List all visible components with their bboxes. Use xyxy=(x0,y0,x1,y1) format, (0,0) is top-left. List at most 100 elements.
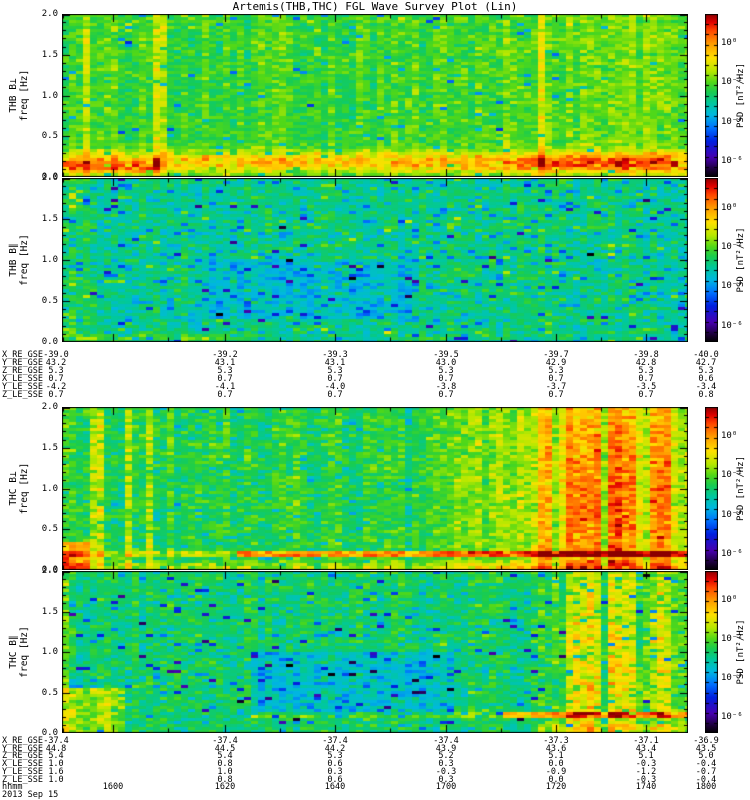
time-tick-label: 1740 xyxy=(635,782,657,793)
ephemeris-bottom-value: -37.4 xyxy=(43,736,69,746)
y-tick-label: 1.5 xyxy=(41,49,58,60)
ephemeris-top-value: 0.7 xyxy=(638,389,654,400)
time-axis-label: hhmm xyxy=(2,782,23,793)
time-tick-label: 1620 xyxy=(214,782,236,793)
ephemeris-top-value: 43.1 xyxy=(214,357,236,368)
ephemeris-bottom-value: 1.0 xyxy=(48,774,64,785)
ephemeris-bottom-value: 5.4 xyxy=(217,751,233,762)
ephemeris-top-value: 0.7 xyxy=(48,373,64,384)
colorbar-tick-label: 10⁻⁶ xyxy=(721,711,743,722)
y-tick-label: 2.0 xyxy=(41,9,58,19)
panel-units: freq [Hz] xyxy=(19,462,30,515)
colorbar-tick-label: 10⁻² xyxy=(721,634,743,645)
ephemeris-bottom-value: 5.0 xyxy=(698,751,714,762)
time-tick-label: 1800 xyxy=(695,782,717,793)
ephemeris-top-value: -39.7 xyxy=(543,350,569,360)
ephemeris-top-value: 0.7 xyxy=(217,373,233,384)
ephemeris-top-value: -40.0 xyxy=(693,350,719,360)
ephemeris-top-value: 0.7 xyxy=(548,389,564,400)
ephemeris-top-value: 0.7 xyxy=(327,373,343,384)
ephemeris-bottom-value: 43.5 xyxy=(695,743,717,754)
ephemeris-bottom-value: 43.4 xyxy=(635,743,657,754)
ephemeris-top-value: 0.7 xyxy=(548,373,564,384)
colorbar-tick-label: 10⁰ xyxy=(721,38,738,49)
plot-title: Artemis(THB,THC) FGL Wave Survey Plot (L… xyxy=(232,0,518,13)
ephemeris-bottom-value: 0.8 xyxy=(217,774,233,785)
ephemeris-bottom-value: -37.1 xyxy=(633,736,659,746)
y-tick-label: 1.0 xyxy=(41,255,58,265)
ephemeris-top-value: 43.0 xyxy=(435,357,457,368)
ephemeris-top-value: 43.1 xyxy=(324,357,346,368)
ephemeris-bottom-value: 0.3 xyxy=(438,759,454,770)
ephemeris-bottom-value: 5.3 xyxy=(327,751,343,762)
ephemeris-bottom-row-label: Z_LE_SSE xyxy=(2,774,43,785)
y-tick-label: 0.0 xyxy=(41,565,58,575)
ephemeris-top-value: 0.7 xyxy=(217,389,233,400)
ephemeris-bottom-value: 0.6 xyxy=(327,759,343,770)
ephemeris-bottom-value: 5.1 xyxy=(638,751,654,762)
ephemeris-top-row-label: Y_LE_SSE xyxy=(2,381,43,392)
panel-name: THC B⊥ xyxy=(8,471,19,506)
spectrogram-thc-bperp xyxy=(62,407,688,570)
y-tick-label: 1.0 xyxy=(41,90,58,101)
y-tick-label: 0.0 xyxy=(41,728,58,738)
colorbar-tick-label: 10⁻⁴ xyxy=(721,509,743,520)
ephemeris-bottom-value: 0.3 xyxy=(327,766,343,777)
y-tick-label: 1.0 xyxy=(41,647,58,657)
spectrogram-thb-bpar xyxy=(62,178,688,342)
y-tick-label: 1.5 xyxy=(41,214,58,224)
y-tick-label: 1.0 xyxy=(41,483,58,494)
y-axis-label-thb-bperp: THB B⊥ freq [Hz] xyxy=(8,14,30,177)
ephemeris-top-value: -39.3 xyxy=(322,350,348,360)
colorbar-tick-label: 10⁻⁶ xyxy=(721,320,743,331)
ephemeris-bottom-value: 1.0 xyxy=(217,766,233,777)
y-tick-label: 1.5 xyxy=(41,606,58,617)
ephemeris-bottom-value: -0.3 xyxy=(635,774,657,785)
colorbar-tick-label: 10⁰ xyxy=(721,431,738,442)
time-tick-label: 1720 xyxy=(545,782,567,793)
panel-thb-bperp xyxy=(62,14,688,177)
y-tick-label: 2.0 xyxy=(41,173,58,183)
ephemeris-bottom-row-label: X_RE_GSE xyxy=(2,736,43,746)
time-tick-label: 1700 xyxy=(435,782,457,793)
ephemeris-bottom-value: -37.4 xyxy=(212,736,238,746)
panel-name: THB B⊥ xyxy=(8,78,19,113)
ephemeris-top-value: 5.3 xyxy=(548,365,564,376)
colorbar-thb-bpar xyxy=(705,178,718,342)
ephemeris-bottom-value: 44.2 xyxy=(324,743,346,754)
ephemeris-top-value: 42.8 xyxy=(635,357,657,368)
ephemeris-top-value: 42.9 xyxy=(545,357,567,368)
ephemeris-top-value: 0.7 xyxy=(438,389,454,400)
time-tick-label: 1600 xyxy=(102,782,124,793)
ephemeris-top-value: 0.7 xyxy=(438,373,454,384)
y-tick-label: 0.5 xyxy=(41,524,58,535)
ephemeris-bottom-value: 0.0 xyxy=(548,774,564,785)
ephemeris-bottom-value: -0.4 xyxy=(695,774,717,785)
panel-thc-bpar xyxy=(62,571,688,733)
ephemeris-top-value: -3.7 xyxy=(545,381,567,392)
ephemeris-bottom-value: 5.1 xyxy=(548,751,564,762)
ephemeris-top-value: -4.1 xyxy=(214,381,236,392)
colorbar-thb-bperp xyxy=(705,14,718,177)
y-tick-label: 2.0 xyxy=(41,402,58,412)
ephemeris-top-value: -4.2 xyxy=(45,381,67,392)
colorbar-tick-label: 10⁻⁴ xyxy=(721,116,743,127)
ephemeris-bottom-value: 0.0 xyxy=(548,759,564,770)
ephemeris-top-value: 5.3 xyxy=(698,365,714,376)
panel-units: freq [Hz] xyxy=(19,69,30,122)
ephemeris-top-value: 0.8 xyxy=(698,389,714,400)
y-tick-label: 0.0 xyxy=(41,172,58,182)
ephemeris-bottom-value: -0.7 xyxy=(695,766,717,777)
ephemeris-top-value: 43.2 xyxy=(45,357,67,368)
ephemeris-bottom-value: -36.9 xyxy=(693,736,719,746)
ephemeris-bottom-value: 0.6 xyxy=(327,774,343,785)
ephemeris-top-value: 0.7 xyxy=(327,389,343,400)
ephemeris-bottom-value: 1.6 xyxy=(48,766,64,777)
ephemeris-top-value: -4.0 xyxy=(324,381,346,392)
panel-thc-bperp xyxy=(62,407,688,570)
ephemeris-top-value: -39.2 xyxy=(212,350,238,360)
ephemeris-bottom-value: -0.3 xyxy=(435,766,457,777)
time-tick-label: 1640 xyxy=(324,782,346,793)
y-tick-label: 1.5 xyxy=(41,442,58,453)
ephemeris-top-value: -39.5 xyxy=(433,350,459,360)
